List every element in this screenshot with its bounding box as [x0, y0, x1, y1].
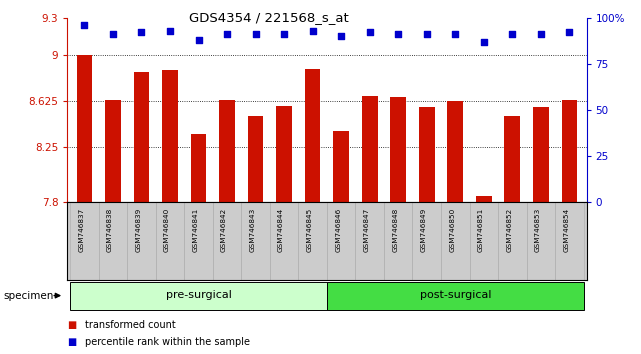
Bar	[190, 134, 206, 202]
Bar	[555, 202, 584, 280]
Text: GSM746854: GSM746854	[563, 208, 569, 252]
Text: GSM746838: GSM746838	[107, 208, 113, 252]
Text: GSM746852: GSM746852	[506, 208, 512, 252]
Text: GSM746849: GSM746849	[420, 208, 427, 252]
Bar	[504, 116, 520, 202]
Point	[308, 28, 318, 33]
Bar	[527, 202, 555, 280]
Text: GSM746837: GSM746837	[78, 208, 85, 252]
Text: percentile rank within the sample: percentile rank within the sample	[85, 337, 250, 347]
Text: pre-surgical: pre-surgical	[165, 290, 231, 300]
Point	[165, 28, 175, 33]
Bar	[327, 202, 356, 280]
Text: GSM746844: GSM746844	[278, 208, 284, 252]
Point	[194, 37, 204, 42]
Text: GSM746851: GSM746851	[478, 208, 484, 252]
Text: GSM746847: GSM746847	[363, 208, 370, 252]
Point	[336, 33, 346, 39]
Bar	[247, 116, 263, 202]
Bar	[76, 55, 92, 202]
Text: ■: ■	[67, 320, 76, 330]
Text: GSM746842: GSM746842	[221, 208, 227, 252]
Bar	[270, 202, 298, 280]
Bar	[498, 202, 527, 280]
Bar	[470, 202, 498, 280]
Bar	[441, 202, 470, 280]
Bar	[533, 107, 549, 202]
Point	[479, 39, 489, 45]
Point	[251, 32, 261, 37]
Point	[137, 30, 147, 35]
Bar	[276, 106, 292, 202]
Text: GSM746840: GSM746840	[164, 208, 170, 252]
Point	[393, 32, 403, 37]
Bar	[184, 202, 213, 280]
Bar	[419, 107, 435, 202]
Text: GSM746839: GSM746839	[135, 208, 142, 252]
Text: ■: ■	[67, 337, 76, 347]
Text: GSM746841: GSM746841	[192, 208, 199, 252]
Bar	[413, 202, 441, 280]
Point	[108, 32, 118, 37]
Point	[564, 30, 574, 35]
Bar	[70, 202, 99, 280]
Bar	[162, 70, 178, 202]
Bar	[213, 202, 241, 280]
FancyBboxPatch shape	[327, 282, 584, 310]
Bar	[241, 202, 270, 280]
Bar	[99, 202, 127, 280]
Text: GDS4354 / 221568_s_at: GDS4354 / 221568_s_at	[189, 11, 349, 24]
Bar	[362, 96, 378, 202]
Bar	[562, 100, 578, 202]
Bar	[447, 101, 463, 202]
Point	[507, 32, 517, 37]
Bar	[156, 202, 184, 280]
Point	[422, 32, 432, 37]
Bar	[390, 97, 406, 202]
Bar	[298, 202, 327, 280]
Text: GSM746848: GSM746848	[392, 208, 398, 252]
Bar	[476, 196, 492, 202]
Point	[279, 32, 289, 37]
Point	[365, 30, 375, 35]
Point	[79, 22, 90, 28]
FancyBboxPatch shape	[70, 282, 327, 310]
Bar	[219, 100, 235, 202]
Text: post-surgical: post-surgical	[420, 290, 491, 300]
Text: GSM746845: GSM746845	[306, 208, 313, 252]
Text: GSM746850: GSM746850	[449, 208, 455, 252]
Bar	[333, 131, 349, 202]
Bar	[384, 202, 413, 280]
Bar	[305, 69, 320, 202]
Point	[222, 32, 232, 37]
Point	[536, 32, 546, 37]
Bar	[133, 72, 149, 202]
Bar	[127, 202, 156, 280]
Text: GSM746846: GSM746846	[335, 208, 341, 252]
Point	[450, 32, 460, 37]
Text: GSM746843: GSM746843	[249, 208, 256, 252]
Bar	[105, 100, 121, 202]
Text: GSM746853: GSM746853	[535, 208, 541, 252]
Text: transformed count: transformed count	[85, 320, 176, 330]
Text: specimen: specimen	[3, 291, 54, 301]
Bar	[356, 202, 384, 280]
